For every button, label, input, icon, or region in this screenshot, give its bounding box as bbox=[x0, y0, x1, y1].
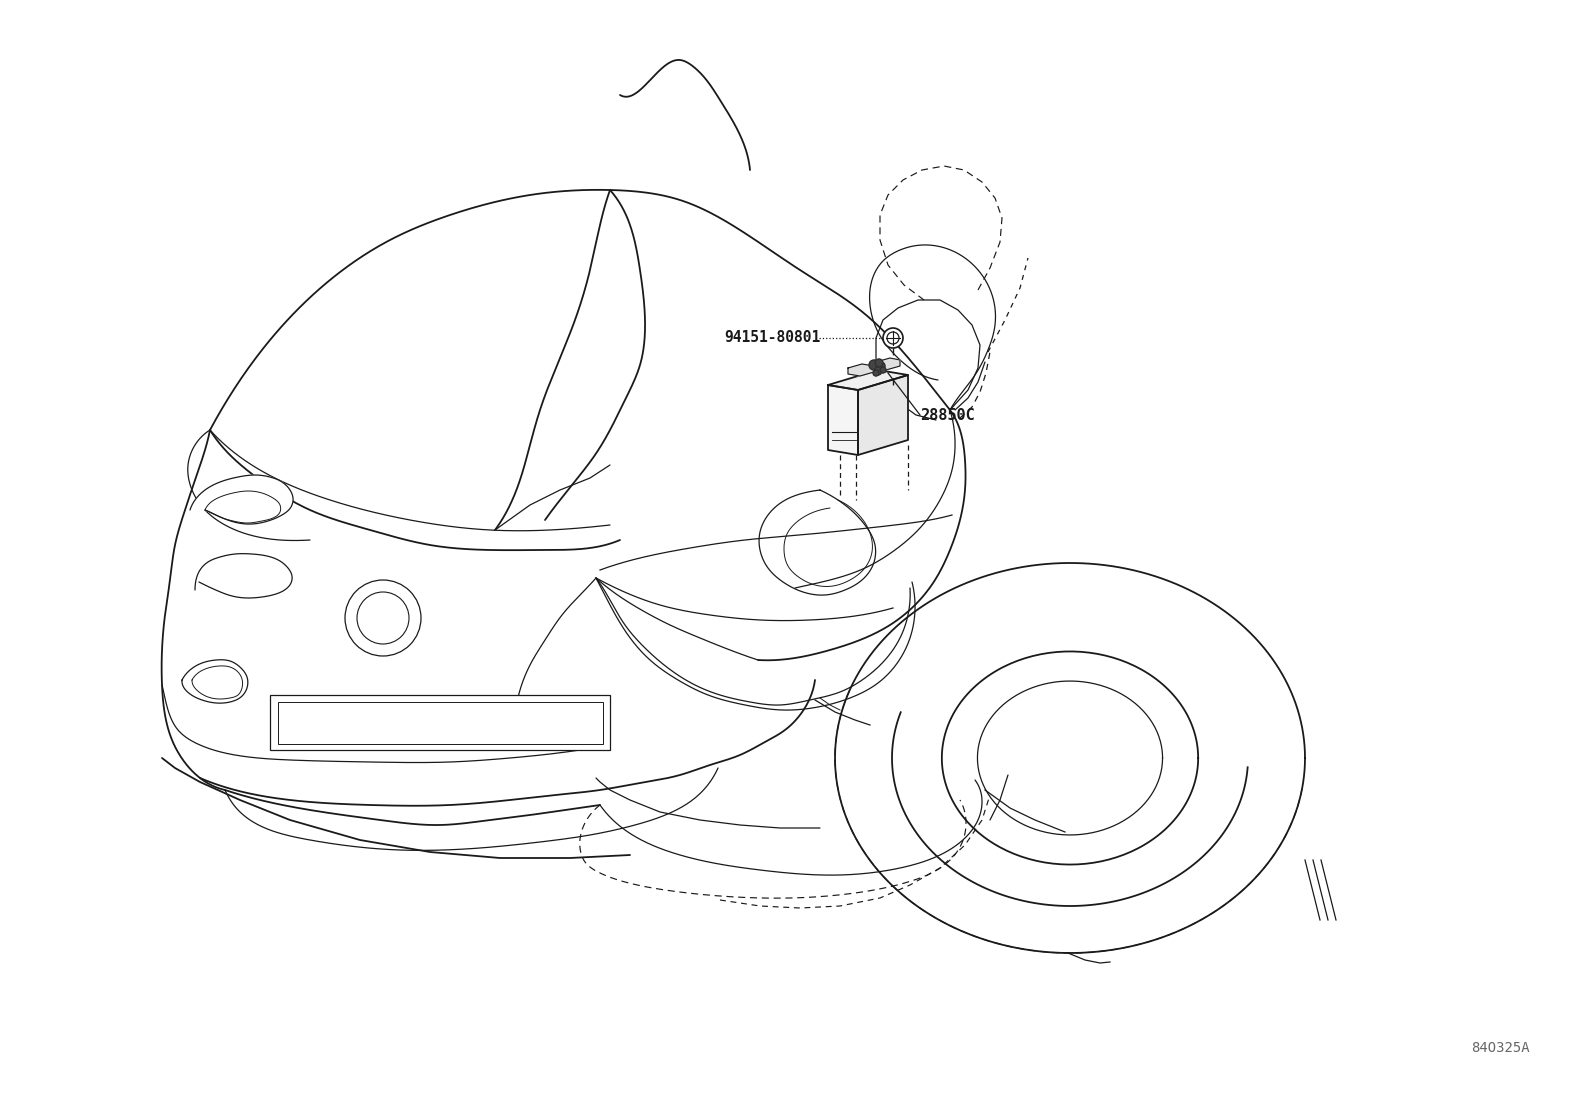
Circle shape bbox=[877, 362, 885, 370]
Polygon shape bbox=[828, 370, 907, 390]
Circle shape bbox=[872, 370, 879, 376]
Circle shape bbox=[357, 592, 409, 644]
Circle shape bbox=[877, 362, 885, 370]
Polygon shape bbox=[876, 358, 899, 370]
Circle shape bbox=[874, 367, 882, 375]
Text: 94151-80801: 94151-80801 bbox=[724, 331, 820, 345]
Circle shape bbox=[872, 370, 879, 376]
Circle shape bbox=[876, 359, 884, 367]
Circle shape bbox=[345, 580, 420, 656]
Polygon shape bbox=[849, 364, 874, 376]
Circle shape bbox=[876, 359, 884, 367]
Text: 28850C: 28850C bbox=[920, 408, 974, 422]
Polygon shape bbox=[181, 660, 247, 703]
Circle shape bbox=[887, 332, 899, 344]
Bar bbox=[271, 695, 610, 750]
Circle shape bbox=[884, 328, 903, 348]
Circle shape bbox=[869, 360, 879, 370]
Text: 84O325A: 84O325A bbox=[1471, 1041, 1530, 1055]
Polygon shape bbox=[828, 385, 858, 455]
Polygon shape bbox=[189, 475, 293, 524]
Bar bbox=[279, 702, 603, 744]
Circle shape bbox=[880, 367, 887, 373]
Circle shape bbox=[880, 367, 887, 373]
Circle shape bbox=[874, 367, 882, 375]
Circle shape bbox=[869, 360, 879, 370]
Polygon shape bbox=[858, 375, 907, 455]
